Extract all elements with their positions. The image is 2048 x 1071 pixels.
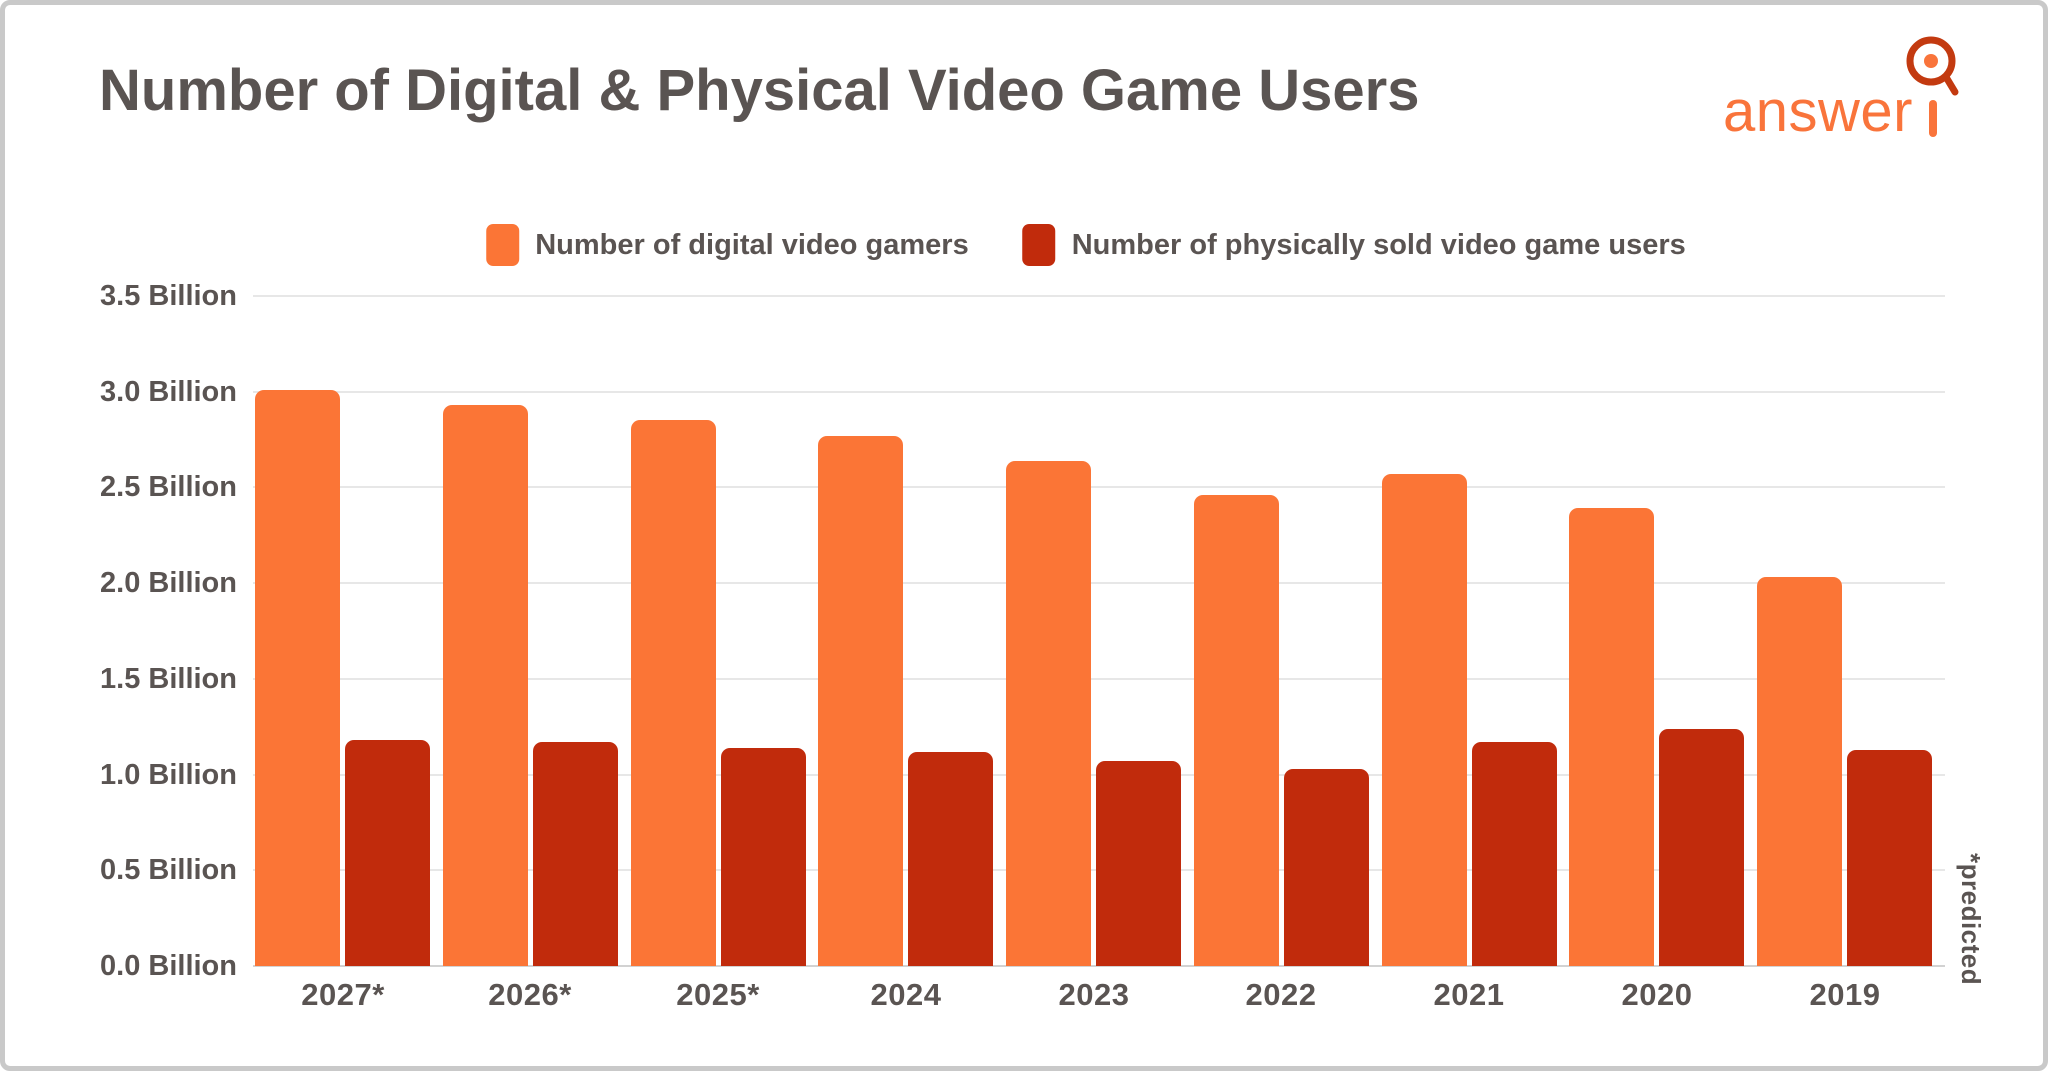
bar-physical-2023	[1096, 761, 1181, 966]
x-axis-label-2021: 2021	[1433, 977, 1505, 1012]
bar-digital-2027	[255, 390, 340, 966]
predicted-footnote: *predicted	[1956, 853, 1986, 986]
y-axis-label-0.5-billion: 0.5 Billion	[100, 854, 237, 887]
gridline-0.0-billion	[253, 965, 1945, 967]
bar-physical-2027	[345, 740, 430, 966]
legend-label-physical: Number of physically sold video game use…	[1071, 228, 1686, 261]
y-axis-label-3.5-billion: 3.5 Billion	[100, 280, 237, 312]
x-axis-label-2025: 2025*	[676, 977, 760, 1012]
y-axis-label-2.0-billion: 2.0 Billion	[100, 567, 237, 600]
bar-physical-2025	[721, 748, 806, 966]
x-axis-label-2022: 2022	[1245, 977, 1317, 1012]
x-axis-label-2023: 2023	[1058, 977, 1130, 1012]
bar-digital-2020	[1569, 508, 1654, 966]
bar-physical-2019	[1847, 750, 1932, 966]
legend-item-digital: Number of digital video gamers	[486, 224, 969, 266]
legend: Number of digital video gamers Number of…	[486, 224, 1686, 266]
y-axis-label-3.0-billion: 3.0 Billion	[100, 375, 237, 408]
plot-area: 0.0 Billion 0.5 Billion 1.0 Billion 1.5 Bil…	[5, 5, 2043, 1066]
gridline-2.5-billion	[253, 486, 1945, 489]
x-axis-label-2026: 2026*	[488, 977, 572, 1012]
x-axis-label-2024: 2024	[870, 977, 942, 1012]
page-title: Number of Digital & Physical Video Game …	[99, 58, 1420, 123]
legend-label-digital: Number of digital video gamers	[535, 228, 969, 261]
bar-physical-2021	[1472, 742, 1557, 966]
bar-digital-2021	[1382, 474, 1467, 966]
legend-swatch-physical	[1022, 224, 1056, 266]
answer-logo: answer	[1723, 35, 1963, 141]
bar-physical-2022	[1284, 769, 1369, 966]
gridline-3.0-billion	[253, 390, 1945, 393]
bar-physical-2026	[533, 742, 618, 966]
logo-i-stem	[1929, 100, 1937, 137]
bar-digital-2025	[631, 420, 716, 966]
logo-wordmark: answer	[1723, 79, 1913, 144]
legend-item-physical: Number of physically sold video game use…	[1022, 224, 1686, 266]
bar-physical-2020	[1659, 729, 1744, 966]
x-axis-label-2019: 2019	[1809, 977, 1881, 1012]
bar-digital-2026	[443, 405, 528, 966]
bar-physical-2024	[908, 752, 993, 966]
bar-digital-2023	[1006, 461, 1091, 966]
bar-digital-2024	[818, 436, 903, 966]
y-axis-label-1.5-billion: 1.5 Billion	[100, 662, 237, 695]
q-magnifier-icon	[1906, 36, 1959, 96]
bar-digital-2022	[1194, 495, 1279, 966]
bar-digital-2019	[1757, 577, 1842, 966]
y-axis-label-0.0-billion: 0.0 Billion	[100, 950, 237, 982]
gridline-3.5-billion	[253, 295, 1945, 297]
y-axis-label-2.5-billion: 2.5 Billion	[100, 471, 237, 504]
x-axis-label-2027: 2027*	[301, 977, 385, 1012]
legend-swatch-digital	[486, 224, 520, 266]
y-axis-label-1.0-billion: 1.0 Billion	[100, 758, 237, 791]
x-axis-label-2020: 2020	[1621, 977, 1693, 1012]
gridline-2.0-billion	[253, 582, 1945, 585]
gridline-1.5-billion	[253, 677, 1945, 680]
